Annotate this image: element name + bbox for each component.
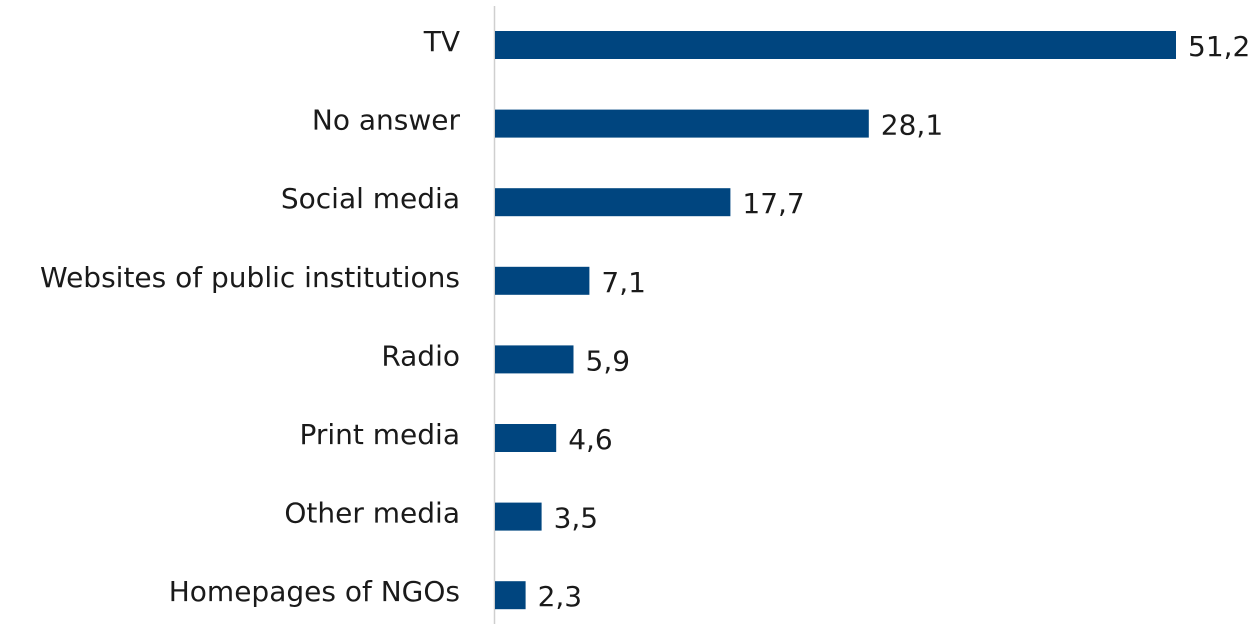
value-label: 3,5 xyxy=(554,502,599,535)
category-label: No answer xyxy=(312,104,461,137)
category-label: TV xyxy=(423,25,460,58)
bars-group xyxy=(495,31,1176,610)
value-labels-group: 51,2 28,1 17,7 7,1 5,9 4,6 3,5 2,3 xyxy=(538,30,1251,613)
value-label: 17,7 xyxy=(742,187,804,220)
value-label: 4,6 xyxy=(568,423,613,456)
bar xyxy=(495,31,1176,59)
bar xyxy=(495,266,590,295)
bar xyxy=(495,345,574,374)
category-label: Social media xyxy=(281,182,460,215)
category-labels-group: TV No answer Social media Websites of publi… xyxy=(40,25,460,608)
value-label: 2,3 xyxy=(538,580,583,613)
category-label: Websites of public institutions xyxy=(40,261,460,294)
bar xyxy=(495,581,526,610)
category-label: Other media xyxy=(284,497,460,530)
bar xyxy=(495,502,542,531)
value-label: 7,1 xyxy=(601,266,646,299)
bar xyxy=(495,424,557,452)
bar xyxy=(495,109,869,138)
value-label: 5,9 xyxy=(586,344,631,377)
bar xyxy=(495,188,731,217)
value-label: 28,1 xyxy=(881,109,943,142)
category-label: Radio xyxy=(381,339,460,372)
category-label: Print media xyxy=(299,418,460,451)
value-label: 51,2 xyxy=(1188,30,1250,63)
category-label: Homepages of NGOs xyxy=(169,575,460,608)
